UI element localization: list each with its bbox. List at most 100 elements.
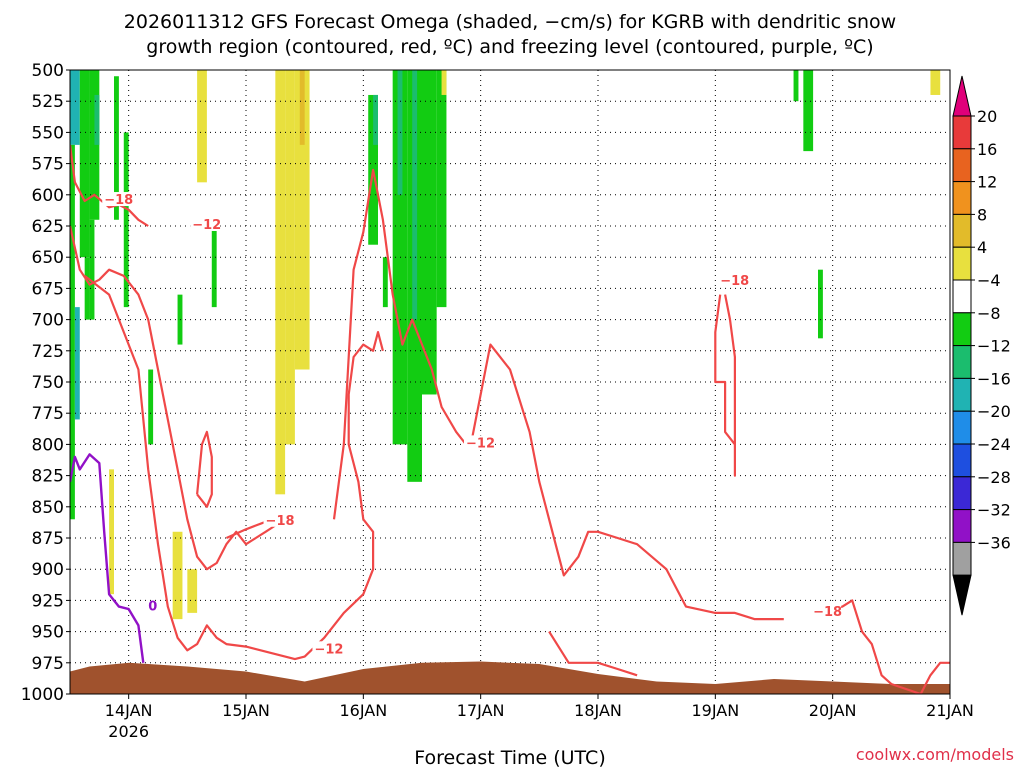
y-tick-label: 725	[32, 342, 64, 362]
colorbar-bottom-triangle	[952, 574, 972, 616]
x-axis-label: Forecast Time (UTC)	[414, 747, 605, 768]
dgz-contour-label: −18	[104, 193, 133, 208]
plot-area: −18 −12 −12 −12 −18 −18 −18 0	[69, 69, 951, 695]
omega-cell	[275, 70, 286, 495]
x-tick-label: 21JAN	[926, 701, 974, 720]
colorbar-tick-label: 12	[977, 173, 997, 192]
omega-cell	[382, 257, 388, 308]
colorbar-bin	[952, 443, 972, 478]
omega-cell	[930, 70, 941, 95]
y-tick-label: 600	[32, 186, 64, 206]
colorbar-bin	[952, 148, 972, 183]
y-tick-label: 525	[32, 92, 64, 112]
dgz-contour-label: −12	[192, 218, 221, 233]
colorbar-tick-label: −20	[977, 402, 1011, 421]
y-tick-label: 700	[32, 311, 64, 331]
omega-cell	[123, 132, 129, 308]
omega-cell	[793, 70, 799, 102]
y-tick-label: 925	[32, 591, 64, 611]
omega-cell	[109, 469, 114, 595]
y-tick-label: 750	[32, 373, 64, 393]
colorbar-bin	[952, 410, 972, 445]
omega-cell	[197, 70, 207, 183]
contour-label-bg	[263, 512, 294, 527]
y-tick-label: 675	[32, 279, 64, 299]
contour-label-bg	[811, 603, 842, 618]
omega-cell	[114, 76, 119, 220]
dgz-contour-label: −12	[314, 642, 343, 657]
y-tick-label: 825	[32, 467, 64, 487]
y-tick-label: 950	[32, 623, 64, 643]
freezing-level-line	[70, 453, 145, 663]
dgz-contour-line	[196, 430, 213, 508]
y-tick-label: 500	[32, 61, 64, 81]
colorbar-bin	[952, 509, 972, 543]
credit-text: coolwx.com/models	[856, 745, 1014, 764]
colorbar-tick-label: 20	[977, 107, 997, 126]
omega-cell	[79, 70, 90, 258]
omega-cell	[211, 219, 217, 308]
x-tick-label: 20JAN	[809, 701, 857, 720]
y-tick-label: 550	[32, 123, 64, 143]
terrain	[70, 661, 950, 694]
y-tick-label: 1000	[21, 685, 64, 705]
y-tick-label: 900	[32, 560, 64, 580]
omega-cell	[294, 70, 310, 370]
colorbar-tick-label: −12	[977, 337, 1011, 356]
contour-labels: −18 −12 −12 −12 −18 −18 −18 0	[102, 192, 842, 657]
x-tick-label: 15JAN	[222, 701, 270, 720]
colorbar-tick-label: 16	[977, 140, 997, 159]
colorbar-bin	[952, 279, 972, 314]
y-tick-label: 850	[32, 498, 64, 518]
colorbar-tick-label: 4	[977, 238, 987, 257]
colorbar-tick-label: −32	[977, 501, 1011, 520]
contour-label-bg	[464, 435, 494, 450]
contour-label-bg	[102, 192, 133, 207]
omega-cell	[422, 70, 437, 395]
colorbar-bin	[952, 476, 972, 511]
dgz-contour-line	[714, 294, 736, 477]
dgz-contour-line	[332, 168, 467, 520]
omega-cell	[84, 257, 90, 320]
dgz-contour-label: −18	[720, 274, 749, 289]
omega-cell	[187, 569, 198, 613]
y-tick-label: 575	[32, 155, 64, 175]
dgz-contour-line	[84, 275, 384, 661]
colorbar-bin	[952, 312, 972, 347]
omega-cell	[412, 70, 418, 320]
omega-cell	[74, 307, 80, 420]
colorbar-tick-label: −28	[977, 468, 1011, 487]
freezing-level-label: 0	[148, 600, 157, 615]
dgz-contour-line	[70, 144, 149, 227]
colorbar-bin	[952, 541, 972, 576]
y-tick-label: 975	[32, 654, 64, 674]
terrain-fill	[70, 661, 950, 694]
x-tick-sublabel: 2026	[108, 722, 149, 741]
chart-title-line-1: 2026011312 GFS Forecast Omega (shaded, −…	[124, 11, 896, 33]
dgz-contour-label: −12	[466, 436, 495, 451]
x-tick-label: 18JAN	[574, 701, 622, 720]
y-axis: 500 525 550 575 600 625 650 675 700 725 750 775 800 8…	[21, 61, 70, 705]
colorbar-tick-label: −8	[977, 304, 1001, 323]
omega-cell	[803, 70, 814, 152]
omega-cell	[299, 70, 305, 145]
y-tick-label: 650	[32, 248, 64, 268]
y-tick-label: 875	[32, 529, 64, 549]
x-tick-label: 14JAN	[105, 701, 153, 720]
x-tick-label: 16JAN	[339, 701, 387, 720]
contour-label-bg	[718, 273, 749, 288]
colorbar-bin	[952, 115, 972, 150]
contour-label-bg	[312, 641, 343, 656]
dgz-contour-label: −18	[813, 605, 842, 620]
omega-cell	[818, 269, 823, 339]
y-tick-label: 800	[32, 435, 64, 455]
omega-cell	[172, 531, 183, 620]
dgz-contour-label: −18	[266, 514, 295, 529]
colorbar-bin	[952, 213, 972, 248]
colorbar: 20 16 12 8 4 −4 −8 −12 −16 −20 −24 −28 −32 −36	[952, 75, 1011, 616]
omega-cell	[436, 70, 447, 308]
omega-cell	[441, 70, 447, 95]
colorbar-bin	[952, 246, 972, 281]
grid-lines	[70, 70, 950, 694]
